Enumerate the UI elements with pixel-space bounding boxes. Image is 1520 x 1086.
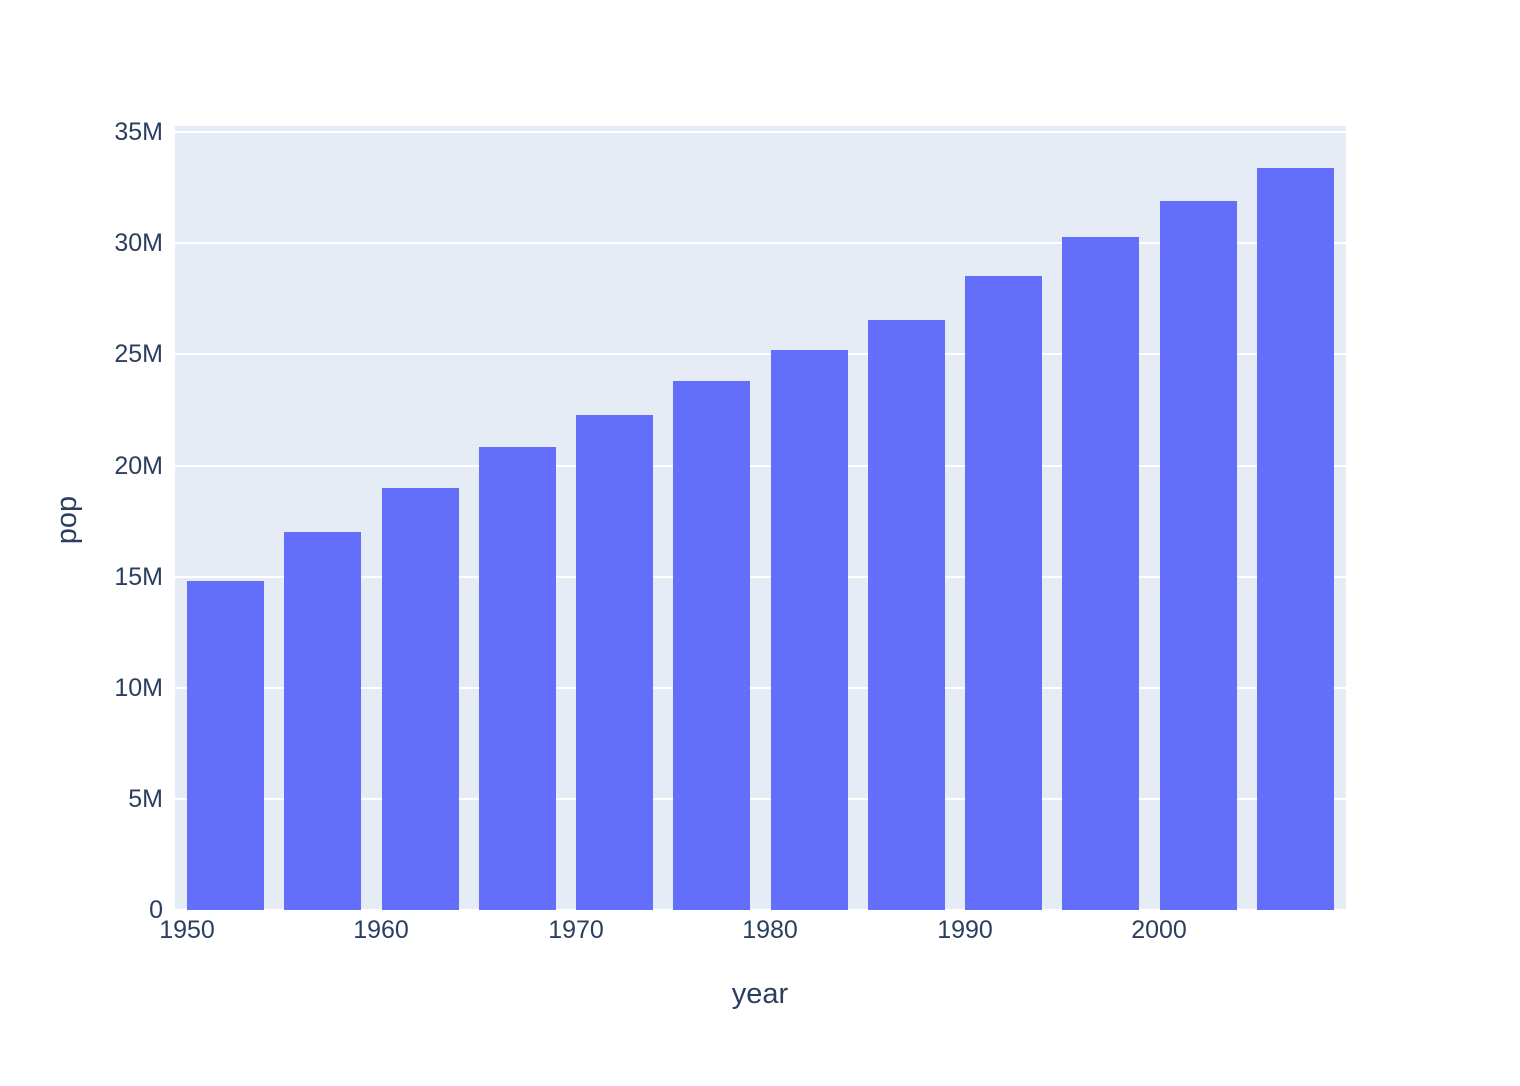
y-tick-label-0: 0 — [149, 896, 163, 924]
x-tick-label-2000: 2000 — [1131, 916, 1187, 944]
gridline-0 — [175, 909, 1346, 910]
y-tick-label-20M: 20M — [114, 452, 163, 480]
x-tick-label-1960: 1960 — [353, 916, 409, 944]
gridline-20M — [175, 465, 1346, 467]
gridline-10M — [175, 687, 1346, 689]
bar-1952[interactable] — [187, 581, 264, 910]
bar-2007[interactable] — [1257, 168, 1334, 910]
bar-1997[interactable] — [1062, 237, 1139, 910]
bar-1987[interactable] — [868, 320, 945, 910]
gridline-35M — [175, 131, 1346, 133]
x-tick-label-1980: 1980 — [742, 916, 798, 944]
gridline-15M — [175, 576, 1346, 578]
bar-2002[interactable] — [1160, 201, 1237, 910]
y-tick-label-25M: 25M — [114, 340, 163, 368]
bar-1957[interactable] — [284, 532, 361, 910]
bar-1967[interactable] — [479, 447, 556, 910]
x-tick-label-1970: 1970 — [548, 916, 604, 944]
bar-1972[interactable] — [576, 415, 653, 910]
y-tick-label-15M: 15M — [114, 563, 163, 591]
y-axis-title: pop — [51, 495, 83, 545]
y-tick-label-30M: 30M — [114, 229, 163, 257]
y-tick-label-5M: 5M — [128, 785, 163, 813]
y-tick-label-35M: 35M — [114, 118, 163, 146]
bar-1982[interactable] — [771, 350, 848, 910]
bar-1992[interactable] — [965, 276, 1042, 910]
y-tick-label-10M: 10M — [114, 674, 163, 702]
gridline-25M — [175, 353, 1346, 355]
plot-area[interactable] — [175, 126, 1346, 910]
bar-1977[interactable] — [673, 381, 750, 910]
gridline-30M — [175, 242, 1346, 244]
x-axis-title: year — [731, 978, 789, 1010]
x-tick-label-1950: 1950 — [159, 916, 215, 944]
bar-1962[interactable] — [382, 488, 459, 910]
gridline-5M — [175, 798, 1346, 800]
x-tick-label-1990: 1990 — [937, 916, 993, 944]
